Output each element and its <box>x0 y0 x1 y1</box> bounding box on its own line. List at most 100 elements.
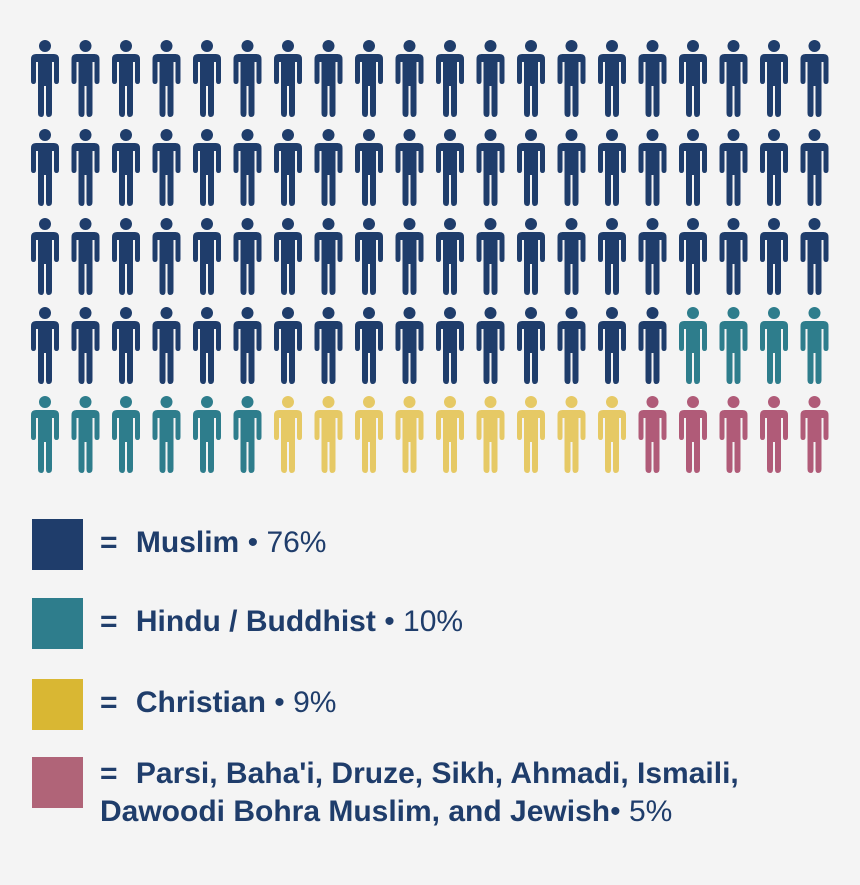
person-icon <box>800 40 829 117</box>
person-icon <box>355 218 383 295</box>
person-icon <box>719 218 748 295</box>
person-icon <box>638 129 667 206</box>
person-icon <box>476 40 505 117</box>
person-icon <box>152 129 181 206</box>
legend-swatch-other <box>32 757 83 808</box>
person-icon <box>679 40 707 117</box>
person-icon <box>31 40 59 117</box>
person-icon <box>557 396 586 473</box>
person-icon <box>193 40 221 117</box>
legend-bullet: • <box>274 686 285 719</box>
person-icon <box>193 129 221 206</box>
legend-label-muslim: Muslim <box>135 526 240 559</box>
person-icon <box>314 129 343 206</box>
legend-equals: = <box>100 686 118 719</box>
person-icon <box>638 307 667 384</box>
person-icon <box>274 307 302 384</box>
legend-swatch-muslim <box>32 519 83 570</box>
person-icon <box>112 129 140 206</box>
person-icon <box>476 396 505 473</box>
person-icon <box>800 396 829 473</box>
person-icon <box>355 129 383 206</box>
person-icon <box>476 307 505 384</box>
person-icon <box>638 396 667 473</box>
person-icon <box>679 218 707 295</box>
person-icon <box>598 40 626 117</box>
person-icon <box>557 129 586 206</box>
person-icon <box>760 218 788 295</box>
person-icon <box>719 129 748 206</box>
person-icon <box>152 218 181 295</box>
person-icon <box>274 396 302 473</box>
legend-label-other-line1: Parsi, Baha'i, Druze, Sikh, Ahmadi, Isma… <box>135 757 739 790</box>
legend-equals: = <box>100 526 118 559</box>
person-icon <box>638 218 667 295</box>
person-icon <box>112 396 140 473</box>
person-icon <box>233 129 262 206</box>
person-icon <box>436 307 464 384</box>
person-icon <box>31 129 59 206</box>
legend-percent-hindu-buddhist: 10% <box>403 605 464 638</box>
person-icon <box>517 307 545 384</box>
person-icon <box>517 129 545 206</box>
person-icon <box>760 307 788 384</box>
person-icon <box>274 218 302 295</box>
person-icon <box>31 218 59 295</box>
person-icon <box>233 307 262 384</box>
person-icon <box>436 129 464 206</box>
person-icon <box>800 129 829 206</box>
person-icon <box>395 129 424 206</box>
person-icon <box>193 307 221 384</box>
person-icon <box>71 307 100 384</box>
person-icon <box>719 307 748 384</box>
person-icon <box>193 396 221 473</box>
person-icon <box>760 40 788 117</box>
person-icon <box>436 40 464 117</box>
legend-label-hindu-buddhist: Hindu / Buddhist <box>135 605 376 638</box>
person-icon <box>233 40 262 117</box>
person-icon <box>598 396 626 473</box>
person-icon <box>31 396 59 473</box>
person-icon <box>71 218 100 295</box>
person-icon <box>517 40 545 117</box>
person-icon <box>314 396 343 473</box>
legend-bullet: • <box>610 795 621 828</box>
person-icon <box>314 218 343 295</box>
person-icon <box>436 396 464 473</box>
person-icon <box>679 129 707 206</box>
person-icon <box>355 307 383 384</box>
legend-percent-muslim: 76% <box>266 526 327 559</box>
legend-equals: = <box>100 757 118 790</box>
person-icon <box>598 129 626 206</box>
legend-equals: = <box>100 605 118 638</box>
person-icon <box>557 218 586 295</box>
legend-swatch-christian <box>32 679 83 730</box>
person-icon <box>31 307 59 384</box>
person-icon <box>152 40 181 117</box>
person-icon <box>800 218 829 295</box>
person-icon <box>274 129 302 206</box>
legend-swatch-hindu-buddhist <box>32 598 83 649</box>
person-icon <box>679 396 707 473</box>
person-icon <box>274 40 302 117</box>
person-icon <box>314 40 343 117</box>
person-icon <box>112 218 140 295</box>
person-icon <box>760 129 788 206</box>
person-icon <box>598 307 626 384</box>
legend-percent-other: 5% <box>628 795 673 828</box>
person-icon <box>436 218 464 295</box>
person-icon <box>395 396 424 473</box>
legend-label-other-line2: Dawoodi Bohra Muslim, and Jewish <box>100 795 611 828</box>
legend-percent-christian: 9% <box>293 686 337 719</box>
person-icon <box>719 40 748 117</box>
person-icon <box>193 218 221 295</box>
person-icon <box>71 396 100 473</box>
person-icon <box>679 307 707 384</box>
person-icon <box>557 40 586 117</box>
person-icon <box>233 396 262 473</box>
person-icon <box>355 40 383 117</box>
person-icon <box>557 307 586 384</box>
person-icon <box>71 129 100 206</box>
person-icon <box>395 218 424 295</box>
person-icon <box>152 307 181 384</box>
